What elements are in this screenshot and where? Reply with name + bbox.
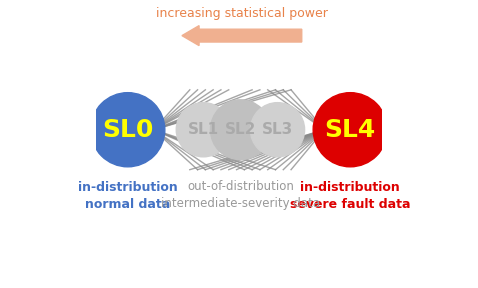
Text: SL0: SL0 — [102, 118, 153, 142]
Text: in-distribution
severe fault data: in-distribution severe fault data — [290, 181, 411, 211]
Circle shape — [210, 100, 271, 160]
Text: increasing statistical power: increasing statistical power — [156, 7, 328, 20]
Circle shape — [176, 103, 230, 157]
Text: in-distribution
normal data: in-distribution normal data — [78, 181, 178, 211]
FancyArrow shape — [182, 26, 302, 46]
Text: SL3: SL3 — [262, 122, 293, 137]
Circle shape — [313, 93, 387, 167]
Circle shape — [91, 93, 165, 167]
Circle shape — [250, 103, 304, 157]
Text: out-of-distribution
intermediate-severity data: out-of-distribution intermediate-severit… — [161, 180, 320, 210]
Text: SL2: SL2 — [225, 122, 256, 137]
Text: SL4: SL4 — [325, 118, 376, 142]
Text: SL1: SL1 — [188, 122, 219, 137]
